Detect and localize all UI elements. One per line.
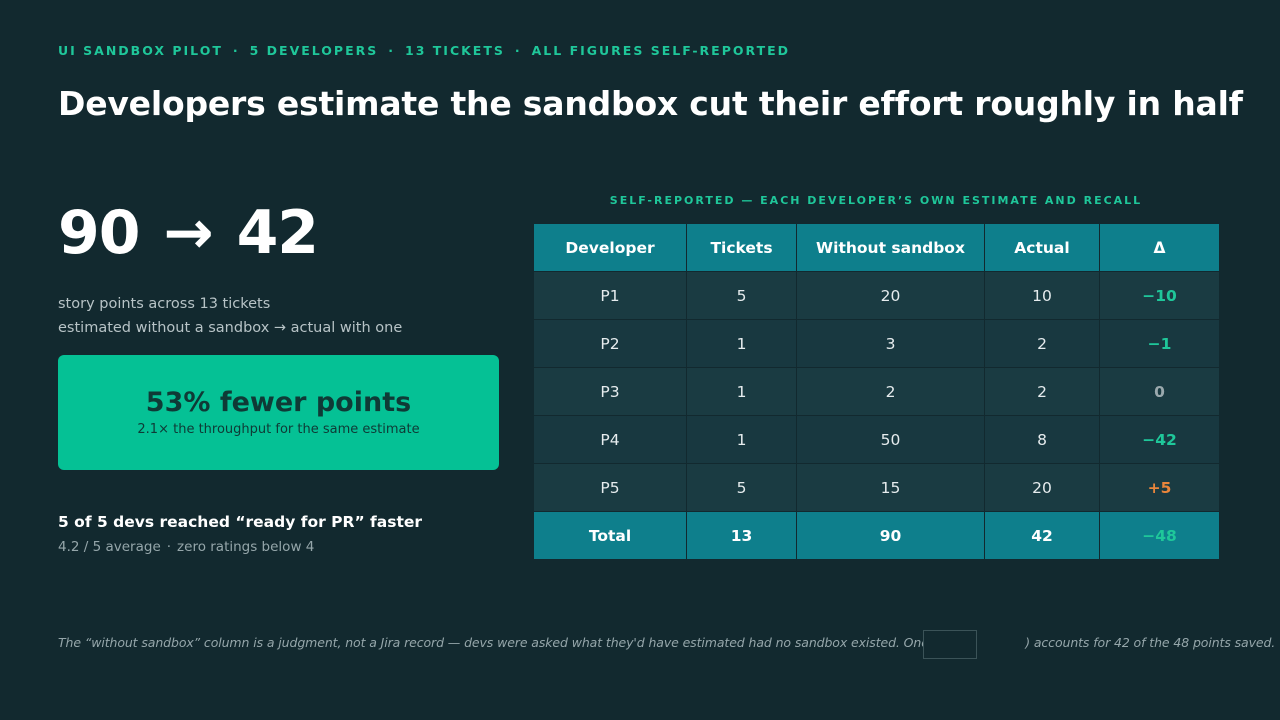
- table-row: P4 1 50 8 −42: [533, 415, 1220, 464]
- cell-without-sandbox: 50: [796, 415, 985, 464]
- description-line: story points across 13 tickets: [58, 296, 271, 312]
- cell-tickets: 1: [686, 415, 797, 464]
- rating-average: 4.2 / 5 average: [58, 539, 161, 555]
- cell-developer: P3: [533, 367, 687, 416]
- developer-table: Developer Tickets Without sandbox Actual…: [533, 223, 1220, 560]
- table-row: P2 1 3 2 −1: [533, 319, 1220, 368]
- cell-actual: 2: [984, 319, 1100, 368]
- cell-without-sandbox: 20: [796, 271, 985, 320]
- ready-for-pr-title: 5 of 5 devs reached “ready for PR” faste…: [58, 513, 423, 531]
- kicker-part: 13 TICKETS: [405, 43, 505, 58]
- cell-tickets: 5: [686, 463, 797, 512]
- cell-actual: 2: [984, 367, 1100, 416]
- redacted-box: [923, 630, 977, 659]
- kicker-separator: ·: [388, 43, 396, 58]
- cell-developer: P1: [533, 271, 687, 320]
- table-header-row: Developer Tickets Without sandbox Actual…: [533, 223, 1220, 272]
- cell-developer: P2: [533, 319, 687, 368]
- table-row: P1 5 20 10 −10: [533, 271, 1220, 320]
- kicker-separator: ·: [232, 43, 240, 58]
- kicker-separator: ·: [514, 43, 522, 58]
- cell-tickets: 5: [686, 271, 797, 320]
- cell-delta: −10: [1099, 271, 1220, 320]
- footnote-text-after: ) accounts for 42 of the 48 points saved…: [1025, 635, 1276, 650]
- footnote: The “without sandbox” column is a judgme…: [58, 635, 1275, 650]
- cell-without-sandbox: 3: [796, 319, 985, 368]
- total-delta: −48: [1099, 511, 1220, 560]
- cell-delta: 0: [1099, 367, 1220, 416]
- separator-dot: ·: [166, 539, 172, 555]
- total-without-sandbox: 90: [796, 511, 985, 560]
- big-number-description: story points across 13 tickets estimated…: [58, 292, 402, 340]
- big-number: 90 → 42: [58, 198, 319, 268]
- footnote-text-before: The “without sandbox” column is a judgme…: [58, 635, 968, 650]
- description-line: estimated without a sandbox → actual wit…: [58, 320, 403, 336]
- kicker-part: UI SANDBOX PILOT: [58, 43, 223, 58]
- points-after: 42: [236, 198, 319, 268]
- arrow-right-icon: →: [163, 198, 213, 268]
- total-developer: Total: [533, 511, 687, 560]
- cell-tickets: 1: [686, 319, 797, 368]
- highlight-card: 53% fewer points 2.1× the throughput for…: [58, 355, 499, 470]
- ready-for-pr-subtitle: 4.2 / 5 average · zero ratings below 4: [58, 539, 314, 555]
- cell-without-sandbox: 2: [796, 367, 985, 416]
- points-before: 90: [58, 198, 140, 268]
- column-header-without-sandbox: Without sandbox: [796, 223, 985, 272]
- page-title: Developers estimate the sandbox cut thei…: [58, 84, 1243, 123]
- highlight-subtitle: 2.1× the throughput for the same estimat…: [137, 422, 420, 437]
- rating-note: zero ratings below 4: [177, 539, 315, 555]
- kicker-part: ALL FIGURES SELF-REPORTED: [531, 43, 791, 58]
- kicker: UI SANDBOX PILOT · 5 DEVELOPERS · 13 TICKETS…: [58, 43, 790, 58]
- cell-delta: −1: [1099, 319, 1220, 368]
- column-header-delta: Δ: [1099, 223, 1220, 272]
- highlight-title: 53% fewer points: [145, 387, 412, 418]
- table-row: P5 5 15 20 +5: [533, 463, 1220, 512]
- cell-actual: 20: [984, 463, 1100, 512]
- cell-without-sandbox: 15: [796, 463, 985, 512]
- cell-developer: P5: [533, 463, 687, 512]
- table-total-row: Total 13 90 42 −48: [533, 511, 1220, 560]
- kicker-part: 5 DEVELOPERS: [249, 43, 379, 58]
- cell-actual: 10: [984, 271, 1100, 320]
- column-header-tickets: Tickets: [686, 223, 797, 272]
- total-tickets: 13: [686, 511, 797, 560]
- cell-actual: 8: [984, 415, 1100, 464]
- cell-delta: −42: [1099, 415, 1220, 464]
- cell-tickets: 1: [686, 367, 797, 416]
- table-row: P3 1 2 2 0: [533, 367, 1220, 416]
- column-header-developer: Developer: [533, 223, 687, 272]
- cell-delta: +5: [1099, 463, 1220, 512]
- cell-developer: P4: [533, 415, 687, 464]
- total-actual: 42: [984, 511, 1100, 560]
- column-header-actual: Actual: [984, 223, 1100, 272]
- table-caption: SELF-REPORTED — EACH DEVELOPER’S OWN EST…: [609, 194, 1143, 207]
